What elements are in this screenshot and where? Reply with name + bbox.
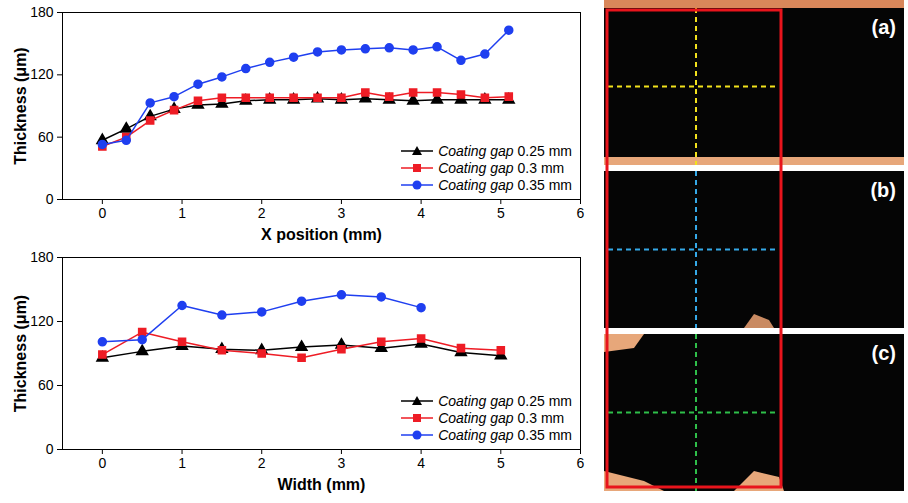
svg-text:(c): (c) (872, 342, 896, 364)
svg-text:180: 180 (30, 4, 54, 20)
svg-text:X position (mm): X position (mm) (261, 226, 382, 243)
svg-text:60: 60 (38, 377, 54, 393)
svg-text:0: 0 (98, 455, 106, 471)
svg-text:120: 120 (30, 66, 54, 82)
html-text:Coating gap 0.3 mm: Coating gap 0.3 mm (438, 409, 565, 426)
html-text:Coating gap 0.25 mm: Coating gap 0.25 mm (438, 142, 572, 159)
svg-text:5: 5 (497, 205, 505, 221)
svg-text:Width (mm): Width (mm) (278, 476, 366, 493)
svg-text:1: 1 (178, 205, 186, 221)
svg-text:2: 2 (258, 455, 266, 471)
svg-text:3: 3 (338, 455, 346, 471)
svg-text:6: 6 (577, 205, 585, 221)
svg-text:5: 5 (497, 455, 505, 471)
html-text:Coating gap 0.35 mm: Coating gap 0.35 mm (438, 176, 572, 193)
svg-text:120: 120 (30, 313, 54, 329)
svg-text:4: 4 (417, 455, 425, 471)
svg-text:3: 3 (338, 205, 346, 221)
html-text:Coating gap 0.35 mm: Coating gap 0.35 mm (438, 426, 572, 443)
svg-text:2: 2 (258, 205, 266, 221)
svg-text:180: 180 (30, 249, 54, 265)
svg-text:1: 1 (178, 455, 186, 471)
svg-text:0: 0 (46, 441, 54, 457)
html-text:Coating gap 0.25 mm: Coating gap 0.25 mm (438, 392, 572, 409)
svg-text:6: 6 (577, 455, 585, 471)
svg-text:Thickness (μm): Thickness (μm) (12, 295, 29, 412)
svg-text:(a): (a) (872, 16, 896, 38)
html-text:Coating gap 0.3 mm: Coating gap 0.3 mm (438, 159, 565, 176)
svg-text:(b): (b) (870, 179, 896, 201)
svg-text:60: 60 (38, 129, 54, 145)
svg-text:0: 0 (46, 191, 54, 207)
svg-text:4: 4 (417, 205, 425, 221)
svg-text:0: 0 (98, 205, 106, 221)
svg-text:Thickness (μm): Thickness (μm) (12, 47, 29, 164)
